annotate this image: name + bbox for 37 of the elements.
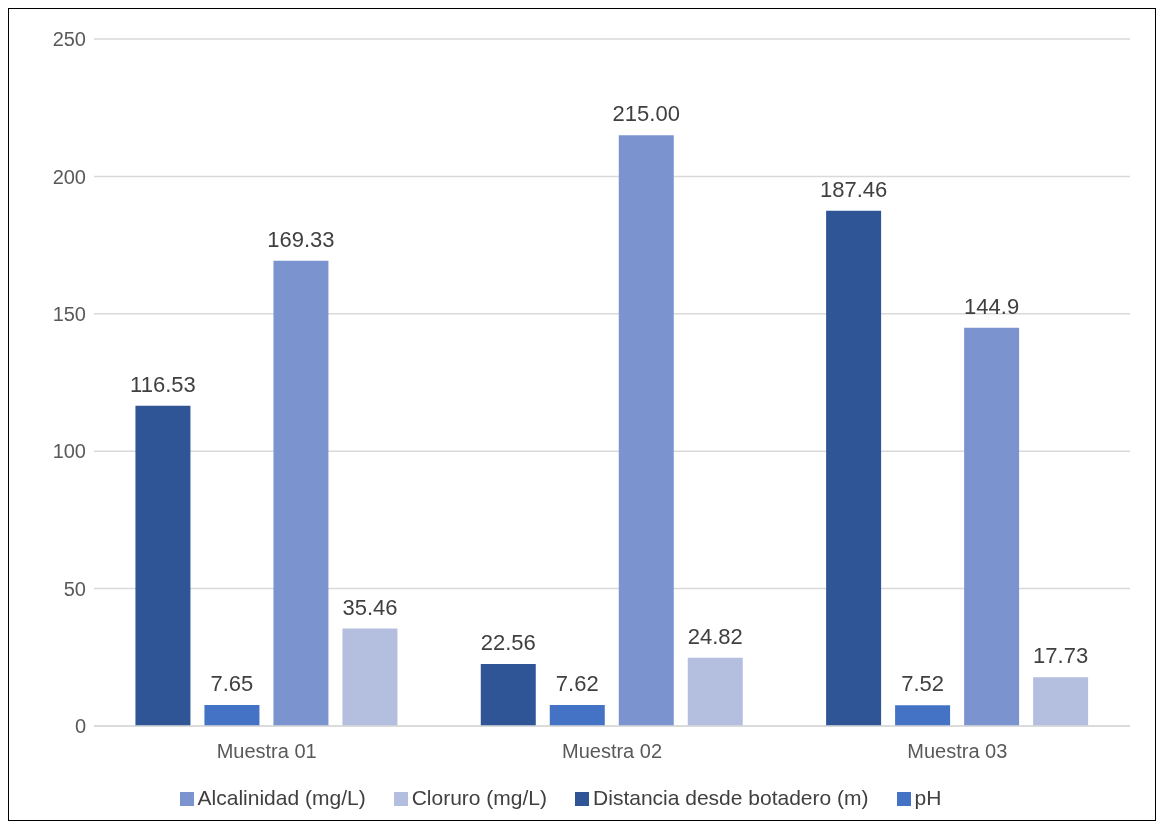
data-label: 215.00 [612, 101, 680, 127]
bar [135, 405, 191, 726]
x-tick-label: Muestra 03 [907, 740, 1008, 763]
x-tick-label: Muestra 01 [216, 740, 317, 763]
y-tick-label: 100 [52, 440, 86, 463]
data-label: 7.62 [555, 671, 599, 697]
data-label: 7.52 [901, 671, 945, 697]
bar [1033, 677, 1089, 726]
legend-label: pH [914, 786, 942, 809]
bar [895, 705, 951, 726]
y-tick-label: 250 [52, 28, 86, 51]
y-tick-label: 50 [63, 577, 86, 600]
bar [687, 657, 743, 726]
data-label: 169.33 [267, 226, 335, 252]
data-label: 144.9 [964, 293, 1020, 319]
legend-label: Cloruro (mg/L) [411, 786, 548, 809]
data-label: 22.56 [480, 630, 536, 656]
bar [618, 135, 674, 726]
bar [826, 210, 882, 726]
y-tick-label: 150 [52, 302, 86, 325]
bar [204, 704, 260, 726]
legend-label: Alcalinidad (mg/L) [197, 786, 366, 809]
data-label: 17.73 [1033, 643, 1089, 669]
bar [342, 628, 398, 726]
bar [480, 664, 536, 726]
data-label: 7.65 [210, 670, 254, 696]
data-label: 35.46 [342, 594, 398, 620]
bar [964, 327, 1020, 726]
x-tick-label: Muestra 02 [561, 740, 663, 763]
data-label: 116.53 [130, 371, 196, 397]
bar [549, 705, 605, 726]
data-label: 24.82 [687, 623, 743, 649]
y-tick-label: 200 [52, 165, 86, 188]
bar [273, 260, 329, 726]
legend-label: Distancia desde botadero (m) [593, 786, 869, 809]
data-label: 187.46 [819, 176, 888, 202]
y-tick-label: 0 [74, 715, 86, 738]
